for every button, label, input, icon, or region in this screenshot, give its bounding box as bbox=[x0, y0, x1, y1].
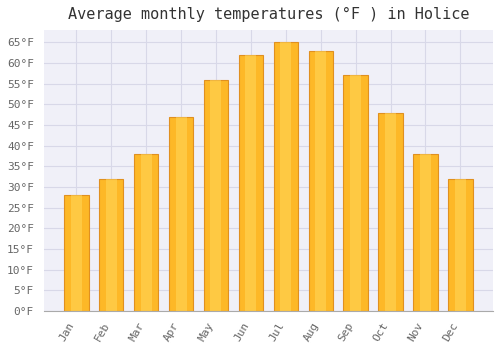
Bar bbox=[64, 195, 88, 311]
Bar bbox=[238, 55, 263, 311]
Bar bbox=[106, 179, 117, 311]
Bar bbox=[350, 76, 361, 311]
Bar bbox=[315, 51, 326, 311]
Bar bbox=[308, 51, 333, 311]
Bar bbox=[280, 42, 291, 311]
Bar bbox=[134, 154, 158, 311]
Bar bbox=[420, 154, 431, 311]
Bar bbox=[204, 79, 228, 311]
Bar bbox=[378, 113, 403, 311]
Bar bbox=[414, 154, 438, 311]
Bar bbox=[344, 76, 368, 311]
Bar bbox=[140, 154, 151, 311]
Bar bbox=[246, 55, 256, 311]
Bar bbox=[448, 179, 472, 311]
Bar bbox=[169, 117, 194, 311]
Bar bbox=[455, 179, 466, 311]
Bar bbox=[210, 79, 222, 311]
Bar bbox=[176, 117, 186, 311]
Title: Average monthly temperatures (°F ) in Holice: Average monthly temperatures (°F ) in Ho… bbox=[68, 7, 469, 22]
Bar bbox=[274, 42, 298, 311]
Bar bbox=[99, 179, 124, 311]
Bar bbox=[71, 195, 82, 311]
Bar bbox=[385, 113, 396, 311]
